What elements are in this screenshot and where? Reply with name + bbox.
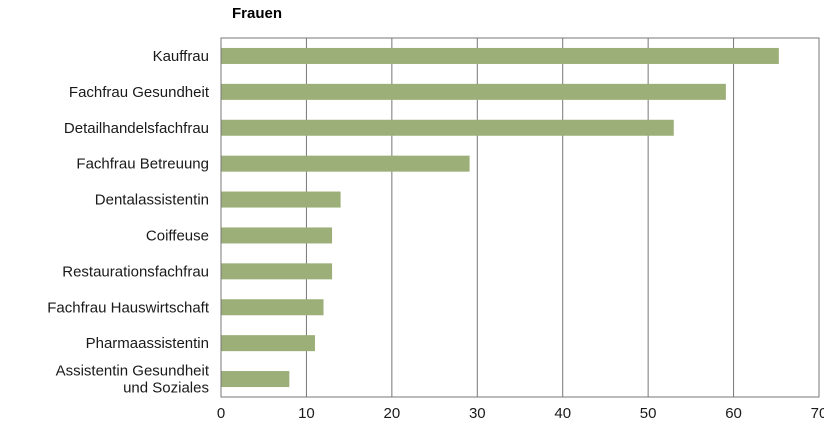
bar <box>221 119 674 136</box>
x-tick-label: 40 <box>554 405 571 422</box>
x-tick-label: 70 <box>811 405 824 422</box>
category-label-line: Dentalassistentin <box>95 192 209 209</box>
bar <box>221 83 726 100</box>
category-label: Pharmaassistentin <box>86 335 209 352</box>
category-labels: Kauffrau Fachfrau Gesundheit Detailhandels… <box>47 48 210 397</box>
category-label-line: Detailhandelsfachfrau <box>64 120 209 137</box>
bar <box>221 191 341 208</box>
category-label: Fachfrau Betreuung <box>76 156 209 173</box>
bar <box>221 155 470 172</box>
bar <box>221 299 324 316</box>
category-label-line: Kauffrau <box>153 48 209 65</box>
category-label-line: Assistentin Gesundheit <box>56 363 210 380</box>
category-label: Assistentin Gesundheit und Soziales <box>56 363 210 397</box>
category-label-line: Coiffeuse <box>146 227 209 244</box>
category-label-line: Restaurationsfachfrau <box>62 263 209 280</box>
plot-frame <box>220 37 820 398</box>
category-label: Kauffrau <box>153 48 209 65</box>
category-label: Restaurationsfachfrau <box>62 263 209 280</box>
bars <box>221 47 779 388</box>
x-tick-label: 0 <box>217 405 225 422</box>
bar <box>221 227 333 244</box>
bar <box>221 263 333 280</box>
bar <box>221 335 315 352</box>
category-label-line: Fachfrau Gesundheit <box>69 84 210 101</box>
x-tick-label: 10 <box>298 405 315 422</box>
category-label: Detailhandelsfachfrau <box>64 120 209 137</box>
category-label-line: Fachfrau Hauswirtschaft <box>47 299 210 316</box>
bar <box>221 371 290 388</box>
x-tick-label: 50 <box>640 405 657 422</box>
x-tick-label: 30 <box>469 405 486 422</box>
x-tick-labels: 0 10 20 30 40 50 60 70 <box>217 405 824 422</box>
bar <box>221 47 779 64</box>
category-label: Coiffeuse <box>146 227 209 244</box>
chart-title: Frauen <box>232 5 283 22</box>
category-label-line: Fachfrau Betreuung <box>76 156 209 173</box>
category-label-line: und Soziales <box>123 380 209 397</box>
x-tick-label: 20 <box>384 405 401 422</box>
category-label-line: Pharmaassistentin <box>86 335 209 352</box>
category-label: Fachfrau Hauswirtschaft <box>47 299 210 316</box>
category-label: Fachfrau Gesundheit <box>69 84 210 101</box>
x-tick-label: 60 <box>725 405 742 422</box>
category-label: Dentalassistentin <box>95 192 209 209</box>
